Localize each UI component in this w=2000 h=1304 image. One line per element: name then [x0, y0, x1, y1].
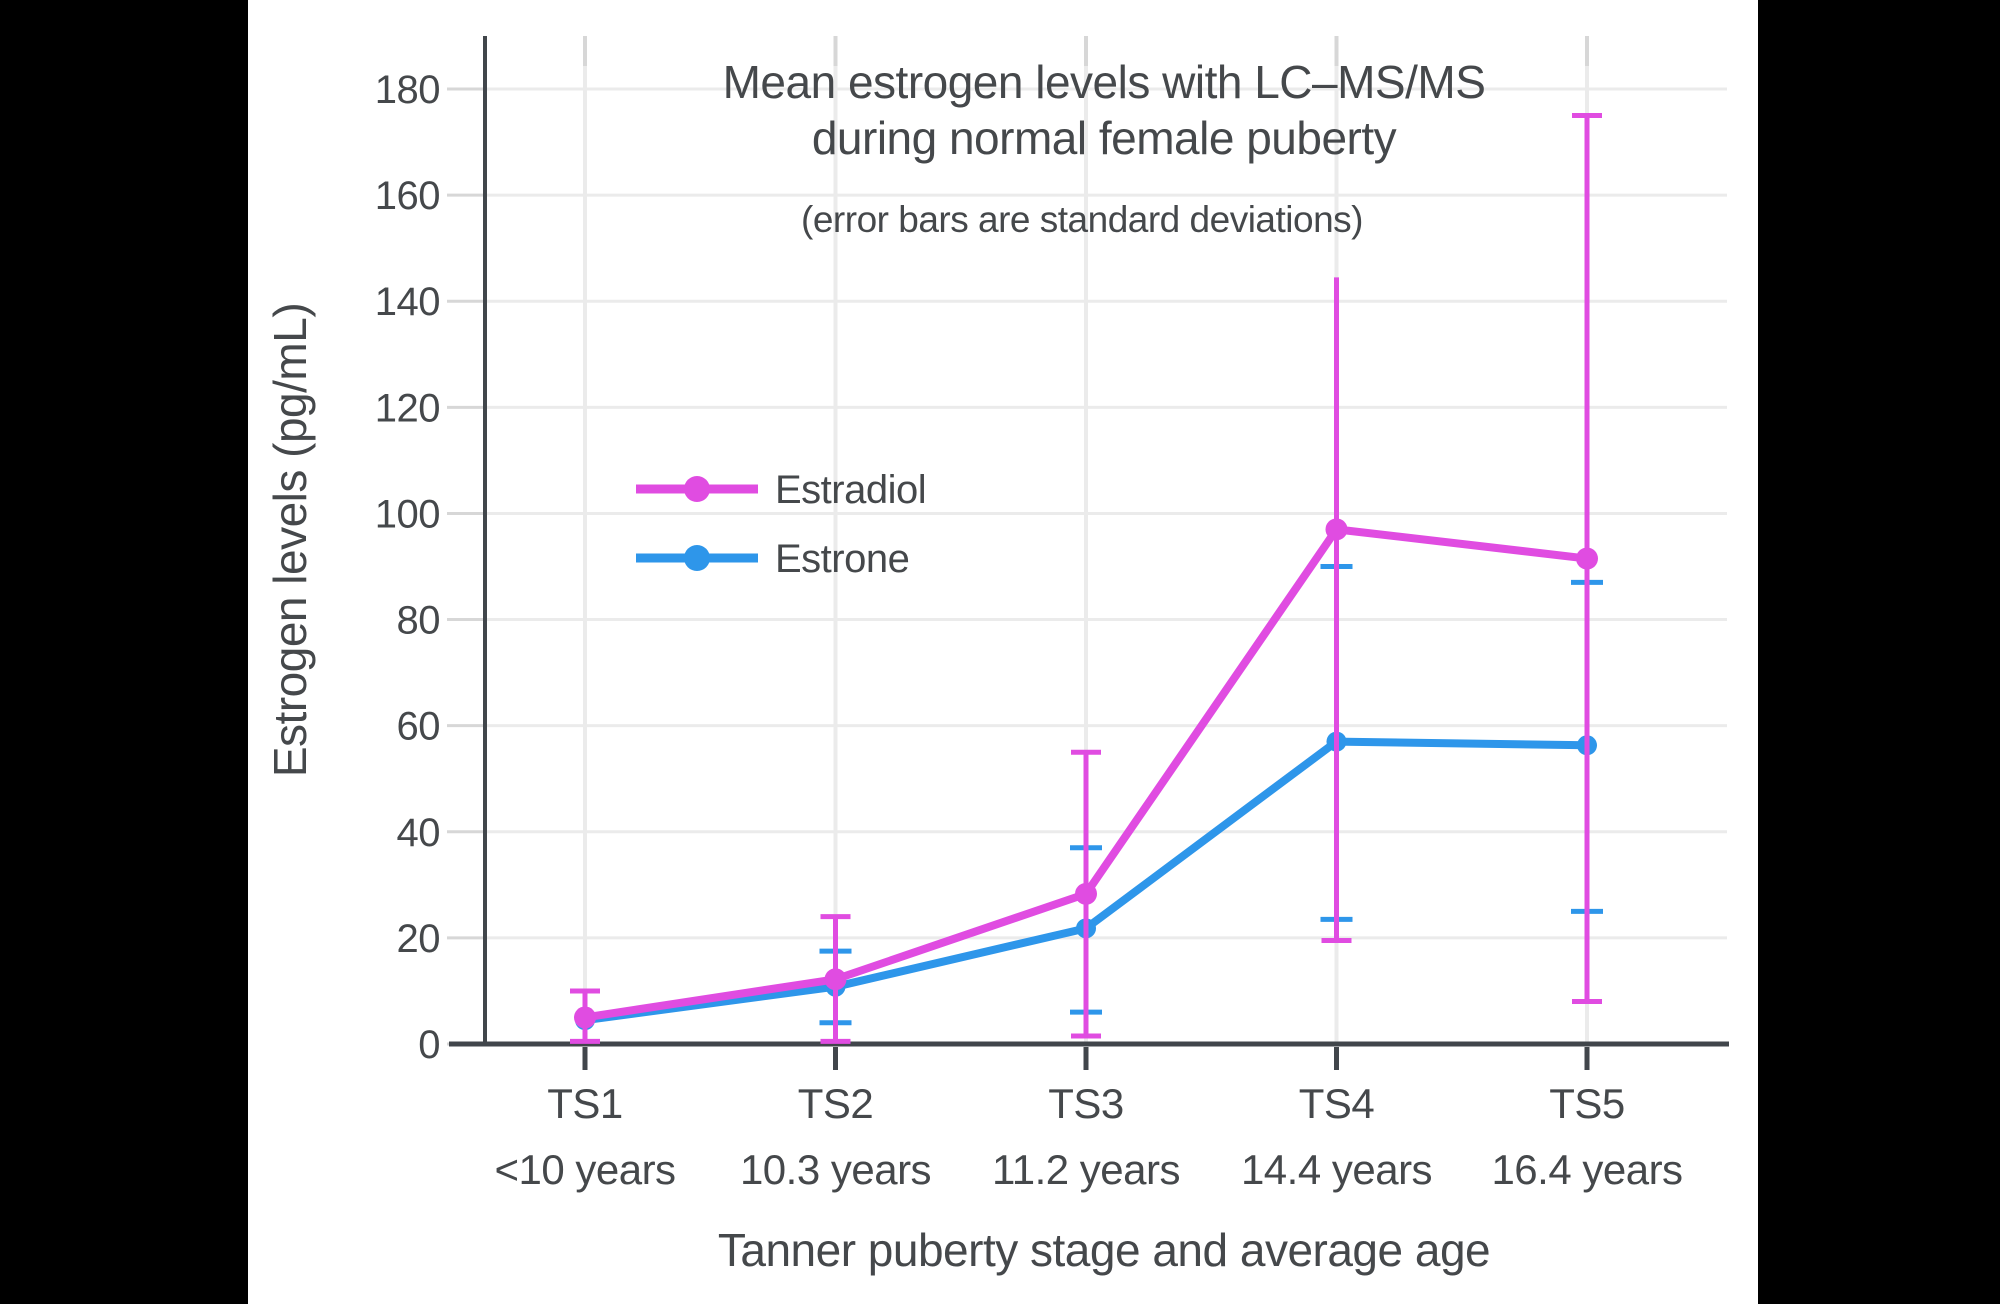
y-tick-label: 40	[397, 811, 441, 855]
legend-swatch-marker-estrone	[684, 545, 710, 571]
x-tick-stage-TS3: TS3	[1048, 1080, 1124, 1127]
x-tick-stage-TS4: TS4	[1299, 1080, 1375, 1127]
legend-swatch-marker-estradiol	[684, 476, 710, 502]
y-tick-label: 100	[375, 492, 440, 536]
data-point-estradiol-TS4	[1325, 518, 1348, 541]
y-tick-label: 80	[397, 599, 441, 643]
chart-title-line2: during normal female puberty	[812, 112, 1397, 164]
y-tick-label: 20	[397, 917, 441, 961]
y-tick-label: 180	[375, 68, 440, 112]
x-tick-stage-TS2: TS2	[798, 1080, 874, 1127]
y-tick-label: 0	[418, 1023, 440, 1067]
data-point-estradiol-TS1	[574, 1006, 596, 1029]
x-tick-age-TS1: <10 years	[494, 1146, 675, 1193]
legend-label-estradiol: Estradiol	[775, 468, 926, 512]
legend-label-estrone: Estrone	[775, 537, 909, 581]
y-tick-label: 160	[375, 174, 440, 218]
x-axis-title: Tanner puberty stage and average age	[718, 1224, 1490, 1276]
x-tick-age-TS5: 16.4 years	[1491, 1146, 1682, 1193]
y-tick-label: 60	[397, 705, 441, 749]
data-point-estradiol-TS5	[1576, 547, 1598, 570]
x-tick-stage-TS1: TS1	[547, 1080, 623, 1127]
x-tick-age-TS2: 10.3 years	[740, 1146, 931, 1193]
y-axis-title: Estrogen levels (pg/mL)	[264, 303, 316, 777]
data-point-estradiol-TS2	[824, 968, 847, 991]
y-tick-label: 120	[375, 386, 440, 430]
x-tick-stage-TS5: TS5	[1549, 1080, 1625, 1127]
x-tick-age-TS3: 11.2 years	[992, 1146, 1180, 1193]
chart-background	[248, 0, 1758, 1304]
x-tick-age-TS4: 14.4 years	[1241, 1146, 1432, 1193]
chart-title-line1: Mean estrogen levels with LC–MS/MS	[723, 56, 1486, 108]
chart-subtitle: (error bars are standard deviations)	[801, 199, 1363, 240]
y-tick-label: 140	[375, 280, 440, 324]
data-point-estradiol-TS3	[1075, 882, 1097, 905]
